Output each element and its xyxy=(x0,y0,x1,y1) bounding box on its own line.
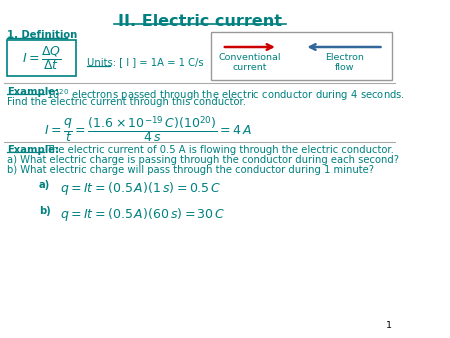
Text: a) What electric charge is passing through the conductor during each second?: a) What electric charge is passing throu… xyxy=(7,155,399,165)
Text: $q = It = (0.5\,A)(60\,s) = 30\,C$: $q = It = (0.5\,A)(60\,s) = 30\,C$ xyxy=(60,206,226,223)
Text: 1. Definition: 1. Definition xyxy=(7,30,77,40)
Text: Example:: Example: xyxy=(7,145,59,155)
Text: Conventional
current: Conventional current xyxy=(218,53,281,72)
Text: b) What electric charge will pass through the conductor during 1 minute?: b) What electric charge will pass throug… xyxy=(7,165,374,175)
Text: II. Electric current: II. Electric current xyxy=(118,14,282,29)
Text: Find the electric current through this conductor.: Find the electric current through this c… xyxy=(7,97,246,107)
FancyBboxPatch shape xyxy=(7,40,77,76)
FancyBboxPatch shape xyxy=(211,32,392,80)
Text: Example:: Example: xyxy=(7,87,59,97)
Text: The electric current of 0.5 A is flowing through the electric conductor.: The electric current of 0.5 A is flowing… xyxy=(46,145,394,155)
Text: 10$^{20}$ electrons passed through the electric conductor during 4 seconds.: 10$^{20}$ electrons passed through the e… xyxy=(46,87,405,103)
Text: Electron
flow: Electron flow xyxy=(325,53,364,72)
Text: a): a) xyxy=(39,180,50,190)
Text: $I = \dfrac{\Delta Q}{\Delta t}$: $I = \dfrac{\Delta Q}{\Delta t}$ xyxy=(22,44,62,72)
Text: $q = It = (0.5\,A)(1\,s) = 0.5\,C$: $q = It = (0.5\,A)(1\,s) = 0.5\,C$ xyxy=(60,180,222,197)
Text: Units: [ I ] = 1A = 1 C/s: Units: [ I ] = 1A = 1 C/s xyxy=(87,57,203,67)
Text: $I = \dfrac{q}{t} = \dfrac{(1.6 \times 10^{-19}\,C)(10^{20})}{4\,s} = 4\,A$: $I = \dfrac{q}{t} = \dfrac{(1.6 \times 1… xyxy=(45,114,252,145)
Text: b): b) xyxy=(39,206,51,216)
Text: 1: 1 xyxy=(386,321,392,330)
